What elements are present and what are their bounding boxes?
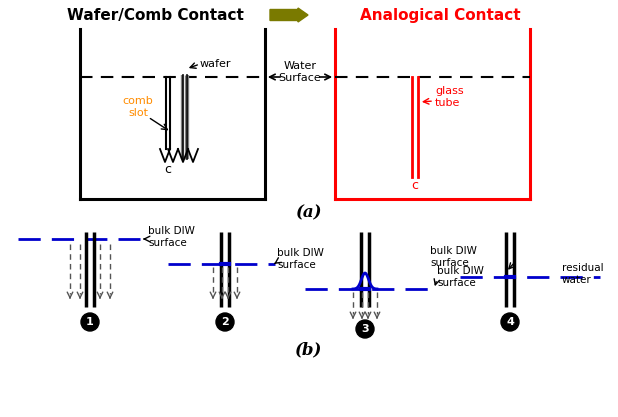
- Text: 3: 3: [361, 324, 369, 334]
- Circle shape: [356, 320, 374, 338]
- Text: bulk DIW
surface: bulk DIW surface: [277, 248, 324, 270]
- Text: c: c: [164, 163, 172, 176]
- Text: 1: 1: [86, 317, 94, 327]
- Text: comb
slot: comb slot: [122, 96, 153, 118]
- Text: 2: 2: [221, 317, 229, 327]
- Text: (a): (a): [296, 204, 322, 221]
- Text: Water
Surface: Water Surface: [279, 61, 321, 83]
- Text: glass
tube: glass tube: [435, 86, 464, 108]
- Circle shape: [501, 313, 519, 331]
- Text: bulk DIW
surface: bulk DIW surface: [148, 226, 195, 248]
- Text: bulk DIW
surface: bulk DIW surface: [437, 266, 484, 288]
- Text: 4: 4: [506, 317, 514, 327]
- Circle shape: [216, 313, 234, 331]
- Text: residual
water: residual water: [562, 263, 604, 285]
- Text: (b): (b): [295, 342, 323, 359]
- Text: Analogical Contact: Analogical Contact: [360, 8, 520, 23]
- Text: c: c: [412, 178, 418, 191]
- Text: wafer: wafer: [200, 59, 232, 69]
- FancyArrow shape: [270, 8, 308, 22]
- Text: bulk DIW
surface: bulk DIW surface: [430, 246, 477, 268]
- Text: Wafer/Comb Contact: Wafer/Comb Contact: [67, 8, 243, 23]
- Circle shape: [81, 313, 99, 331]
